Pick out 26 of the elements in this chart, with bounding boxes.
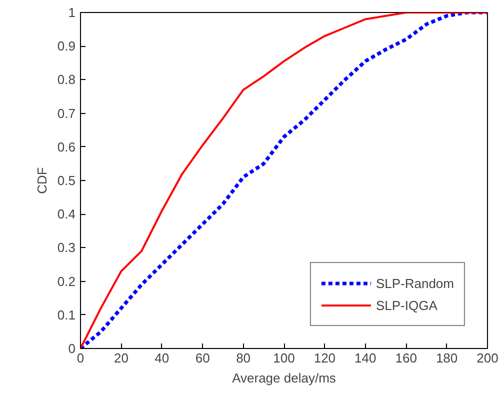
x-tick-label: 20 [114, 350, 128, 366]
legend-label: SLP-IQGA [376, 298, 438, 312]
x-tick-label: 140 [354, 350, 376, 366]
x-tick-label: 100 [273, 350, 295, 366]
y-tick-label: 0.3 [57, 240, 76, 256]
line-series [80, 12, 488, 348]
x-axis-title: Average delay/ms [232, 370, 336, 386]
x-tick-label: 60 [195, 350, 210, 366]
y-tick-label: 0.9 [57, 38, 76, 54]
x-tick-label: 120 [314, 350, 336, 366]
y-tick-label: 0 [68, 341, 76, 356]
x-tick-label: 160 [395, 350, 417, 366]
y-tick-label: 0.8 [57, 72, 76, 88]
y-axis-title: CDF [34, 167, 50, 194]
y-tick-label: 1 [68, 5, 76, 20]
y-tick-label: 0.6 [57, 139, 76, 154]
y-tick-label: 0.5 [57, 173, 76, 188]
x-tick-label: 80 [236, 350, 251, 366]
y-tick-label: 0.2 [57, 274, 76, 289]
y-tick-label: 0.7 [57, 106, 76, 121]
x-tick-label: 40 [154, 350, 170, 366]
y-tick-label: 0.4 [57, 206, 76, 222]
y-tick-label: 0.1 [57, 307, 76, 322]
x-tick-label: 180 [436, 350, 458, 366]
legend-label: SLP-Random [376, 276, 454, 290]
x-tick-label: 200 [476, 350, 498, 366]
